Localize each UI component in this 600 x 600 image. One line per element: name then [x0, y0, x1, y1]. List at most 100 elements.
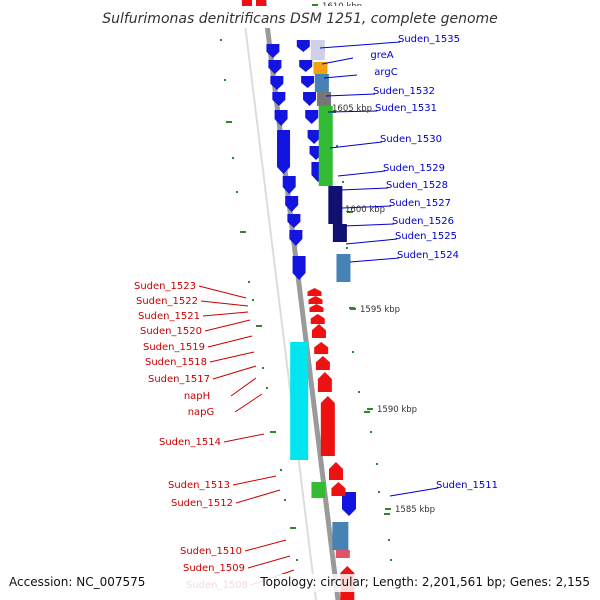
- label-leader: [212, 365, 257, 380]
- gene-label: Suden_1518: [145, 357, 207, 368]
- reverse-gene: [308, 296, 323, 304]
- reverse-gene: [307, 288, 322, 296]
- label-leader: [244, 539, 287, 552]
- cds-feature: [314, 74, 329, 92]
- reverse-gene: [309, 304, 324, 312]
- gene-label: Suden_1522: [136, 296, 198, 307]
- gene-label: Suden_1514: [159, 437, 221, 448]
- label-leader: [204, 319, 251, 332]
- reverse-gene: [328, 462, 343, 480]
- label-leader: [235, 489, 281, 504]
- label-leader: [389, 487, 439, 497]
- scale-label: 1595 kbp: [360, 305, 400, 315]
- label-leader: [337, 170, 386, 177]
- cds-feature: [318, 106, 333, 186]
- label-leader: [202, 311, 249, 317]
- reverse-gene: [331, 482, 346, 496]
- gene-label: Suden_1524: [397, 250, 459, 261]
- backbone-inner-line: [240, 0, 318, 600]
- forward-gene: [299, 60, 313, 72]
- gene-label: Suden_1526: [392, 216, 454, 227]
- forward-gene: [282, 176, 296, 194]
- feature-tracks: [242, 0, 356, 600]
- label-leader: [232, 475, 277, 486]
- gene-label: Suden_1529: [383, 163, 445, 174]
- forward-gene: [270, 76, 284, 90]
- cds-feature: [335, 550, 350, 558]
- label-leader: [341, 205, 392, 209]
- scale-label: 1590 kbp: [377, 405, 417, 415]
- reverse-gene: [314, 342, 329, 354]
- forward-gene: [274, 110, 288, 126]
- cds-feature: [317, 92, 332, 106]
- reverse-gene: [310, 314, 325, 324]
- forward-gene: [303, 92, 317, 106]
- label-leader: [349, 257, 400, 263]
- cds-feature: [328, 186, 343, 224]
- forward-gene: [285, 196, 299, 212]
- label-leader: [327, 110, 378, 113]
- cds-feature: [310, 40, 325, 60]
- forward-gene: [296, 40, 310, 52]
- reverse-gene: [311, 324, 326, 338]
- cds-feature: [290, 342, 309, 460]
- forward-gene: [272, 92, 286, 106]
- reverse-gene: [317, 372, 332, 392]
- forward-gene: [307, 130, 321, 144]
- label-leader: [209, 351, 255, 363]
- gene-label: Suden_1513: [168, 480, 230, 491]
- gene-label: Suden_1528: [386, 180, 448, 191]
- gene-label: Suden_1531: [375, 103, 437, 114]
- gene-label: Suden_1521: [138, 311, 200, 322]
- label-leader: [323, 74, 358, 79]
- scale-label: 1605 kbp: [332, 104, 372, 114]
- gene-label: Suden_1535: [398, 34, 460, 45]
- forward-gene: [277, 130, 291, 174]
- forward-gene: [342, 492, 356, 516]
- gc-content-track: [220, 4, 392, 561]
- gene-label: Suden_1509: [183, 563, 245, 574]
- label-leader: [234, 393, 263, 413]
- gene-label: Suden_1530: [380, 134, 442, 145]
- gene-label: Suden_1519: [143, 342, 205, 353]
- reverse-gene: [320, 396, 335, 456]
- label-leader: [325, 93, 376, 97]
- cds-feature: [313, 62, 328, 74]
- forward-gene: [305, 110, 319, 124]
- genome-summary: Topology: circular; Length: 2,201,561 bp…: [259, 575, 590, 589]
- label-leader: [207, 335, 253, 348]
- label-leader: [198, 285, 247, 299]
- gene-label: Suden_1510: [180, 546, 242, 557]
- label-leader: [345, 238, 398, 245]
- gene-label: Suden_1523: [134, 281, 196, 292]
- forward-gene: [287, 214, 301, 228]
- gene-label: Suden_1520: [140, 326, 202, 337]
- label-leader: [223, 433, 265, 443]
- gene-label: napH: [184, 391, 210, 402]
- forward-gene: [292, 256, 306, 280]
- label-leader: [343, 223, 395, 227]
- cds-feature: [311, 482, 326, 498]
- scale-label: 1600 kbp: [345, 205, 385, 215]
- label-leader: [339, 187, 389, 191]
- gene-label: Suden_1525: [395, 231, 457, 242]
- gene-label: Suden_1511: [436, 480, 498, 491]
- accession-text: Accession: NC_007575: [9, 575, 145, 589]
- label-leader: [247, 555, 291, 569]
- reverse-gene: [315, 356, 330, 370]
- gene-label: Suden_1532: [373, 86, 435, 97]
- forward-gene: [268, 60, 282, 74]
- gene-label: Suden_1527: [389, 198, 451, 209]
- footer-backdrop: [0, 574, 600, 592]
- title-backdrop: [95, 6, 505, 28]
- cds-feature: [336, 254, 351, 282]
- forward-gene: [289, 230, 303, 246]
- gene-label: greA: [370, 50, 393, 61]
- label-leader: [329, 141, 383, 149]
- gene-label: Suden_1517: [148, 374, 210, 385]
- map-title: Sulfurimonas denitrificans DSM 1251, com…: [102, 11, 498, 27]
- forward-gene: [266, 44, 280, 58]
- cds-feature: [332, 522, 349, 550]
- label-leader: [200, 300, 249, 307]
